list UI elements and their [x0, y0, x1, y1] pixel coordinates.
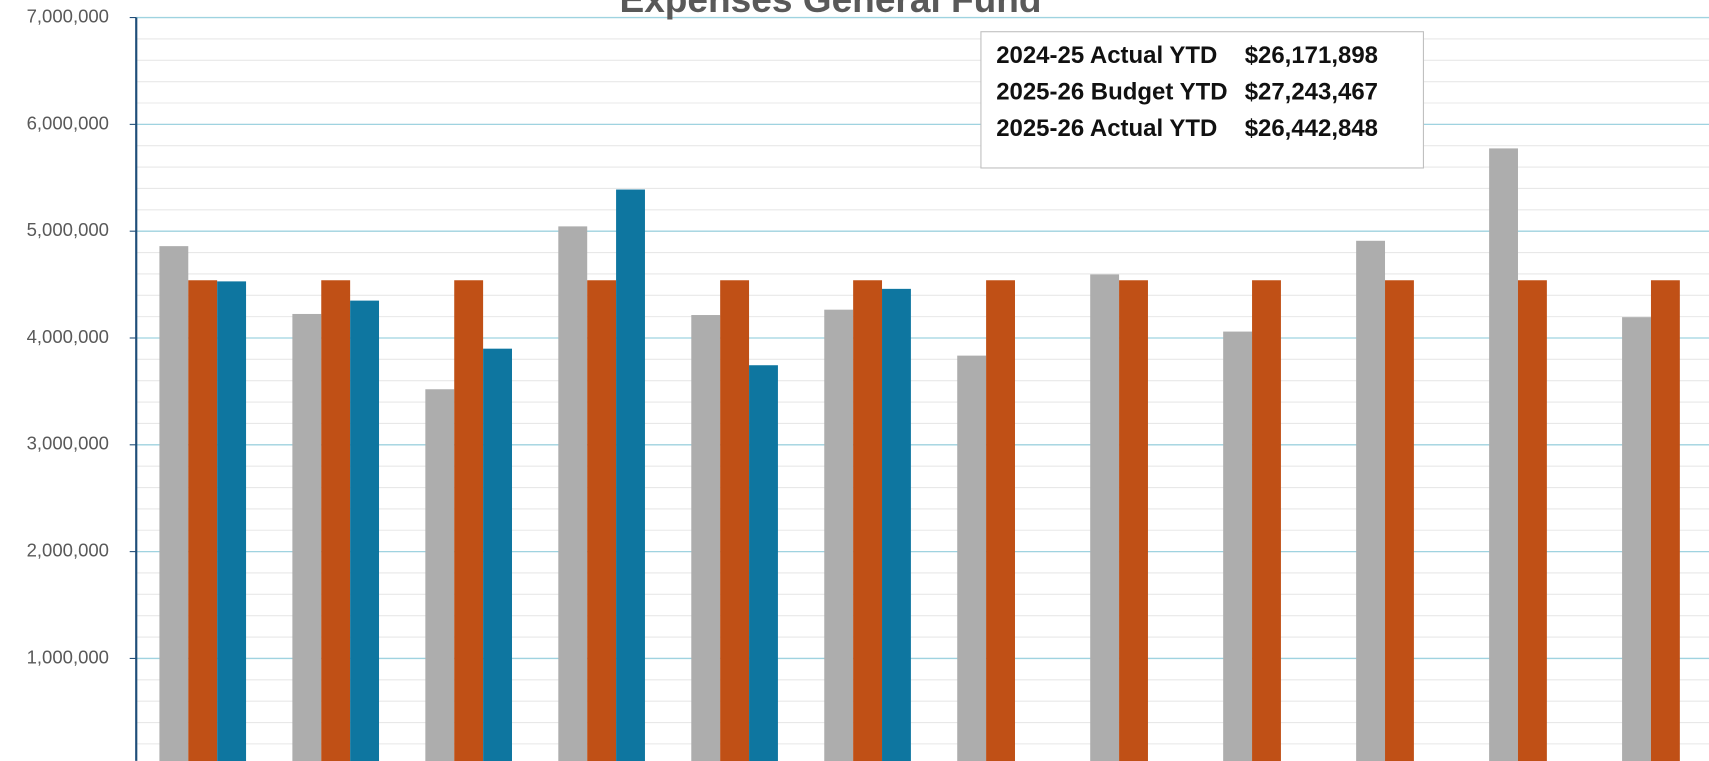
chart-title: Expenses General Fund	[619, 0, 1041, 20]
bar	[720, 280, 750, 761]
bar	[1622, 317, 1651, 761]
bar	[159, 246, 189, 761]
bar	[1517, 280, 1547, 761]
bar	[188, 280, 218, 761]
y-tick-label: 3,000,000	[27, 433, 109, 454]
bar	[1119, 280, 1148, 761]
annotation-amount: $26,442,848	[1245, 115, 1378, 142]
annotation-box: 2024-25 Actual YTD $26,171,898 2025-26 Bud…	[980, 31, 1424, 169]
bar	[616, 189, 645, 761]
bar	[1650, 280, 1680, 761]
y-tick-label: 5,000,000	[27, 219, 109, 240]
bar	[321, 280, 351, 761]
bar	[986, 280, 1015, 761]
annotation-label: 2025-26 Actual YTD	[996, 115, 1217, 142]
annotation-amount: $27,243,467	[1245, 79, 1378, 106]
bar	[292, 313, 322, 761]
y-tick-label: 1,000,000	[27, 646, 109, 667]
bar	[957, 355, 987, 761]
annotation-amount: $26,171,898	[1245, 42, 1378, 69]
bar	[217, 281, 247, 761]
y-tick-label: 2,000,000	[27, 540, 109, 561]
bar	[824, 309, 854, 761]
y-tick-label: 6,000,000	[27, 112, 109, 133]
bar	[1356, 240, 1386, 761]
bar	[350, 300, 380, 761]
grid	[129, 16, 1709, 745]
annotation-label: 2025-26 Budget YTD	[996, 79, 1227, 106]
bar	[1385, 280, 1414, 761]
bar	[558, 226, 588, 761]
y-tick-label: 4,000,000	[27, 326, 109, 347]
bar	[1489, 148, 1518, 761]
y-tick-label: 7,000,000	[27, 5, 109, 26]
bar	[749, 365, 778, 761]
bar	[882, 288, 911, 761]
bar	[483, 348, 512, 761]
annotation-frame	[980, 31, 1424, 169]
bar	[691, 315, 721, 761]
bar	[454, 280, 484, 761]
bar	[587, 280, 617, 761]
bar	[425, 389, 455, 761]
bar	[1223, 331, 1253, 761]
bar	[1090, 274, 1120, 761]
bars	[159, 148, 1680, 761]
annotation-label: 2024-25 Actual YTD	[996, 42, 1217, 69]
bar	[853, 280, 883, 761]
bar	[1252, 280, 1281, 761]
